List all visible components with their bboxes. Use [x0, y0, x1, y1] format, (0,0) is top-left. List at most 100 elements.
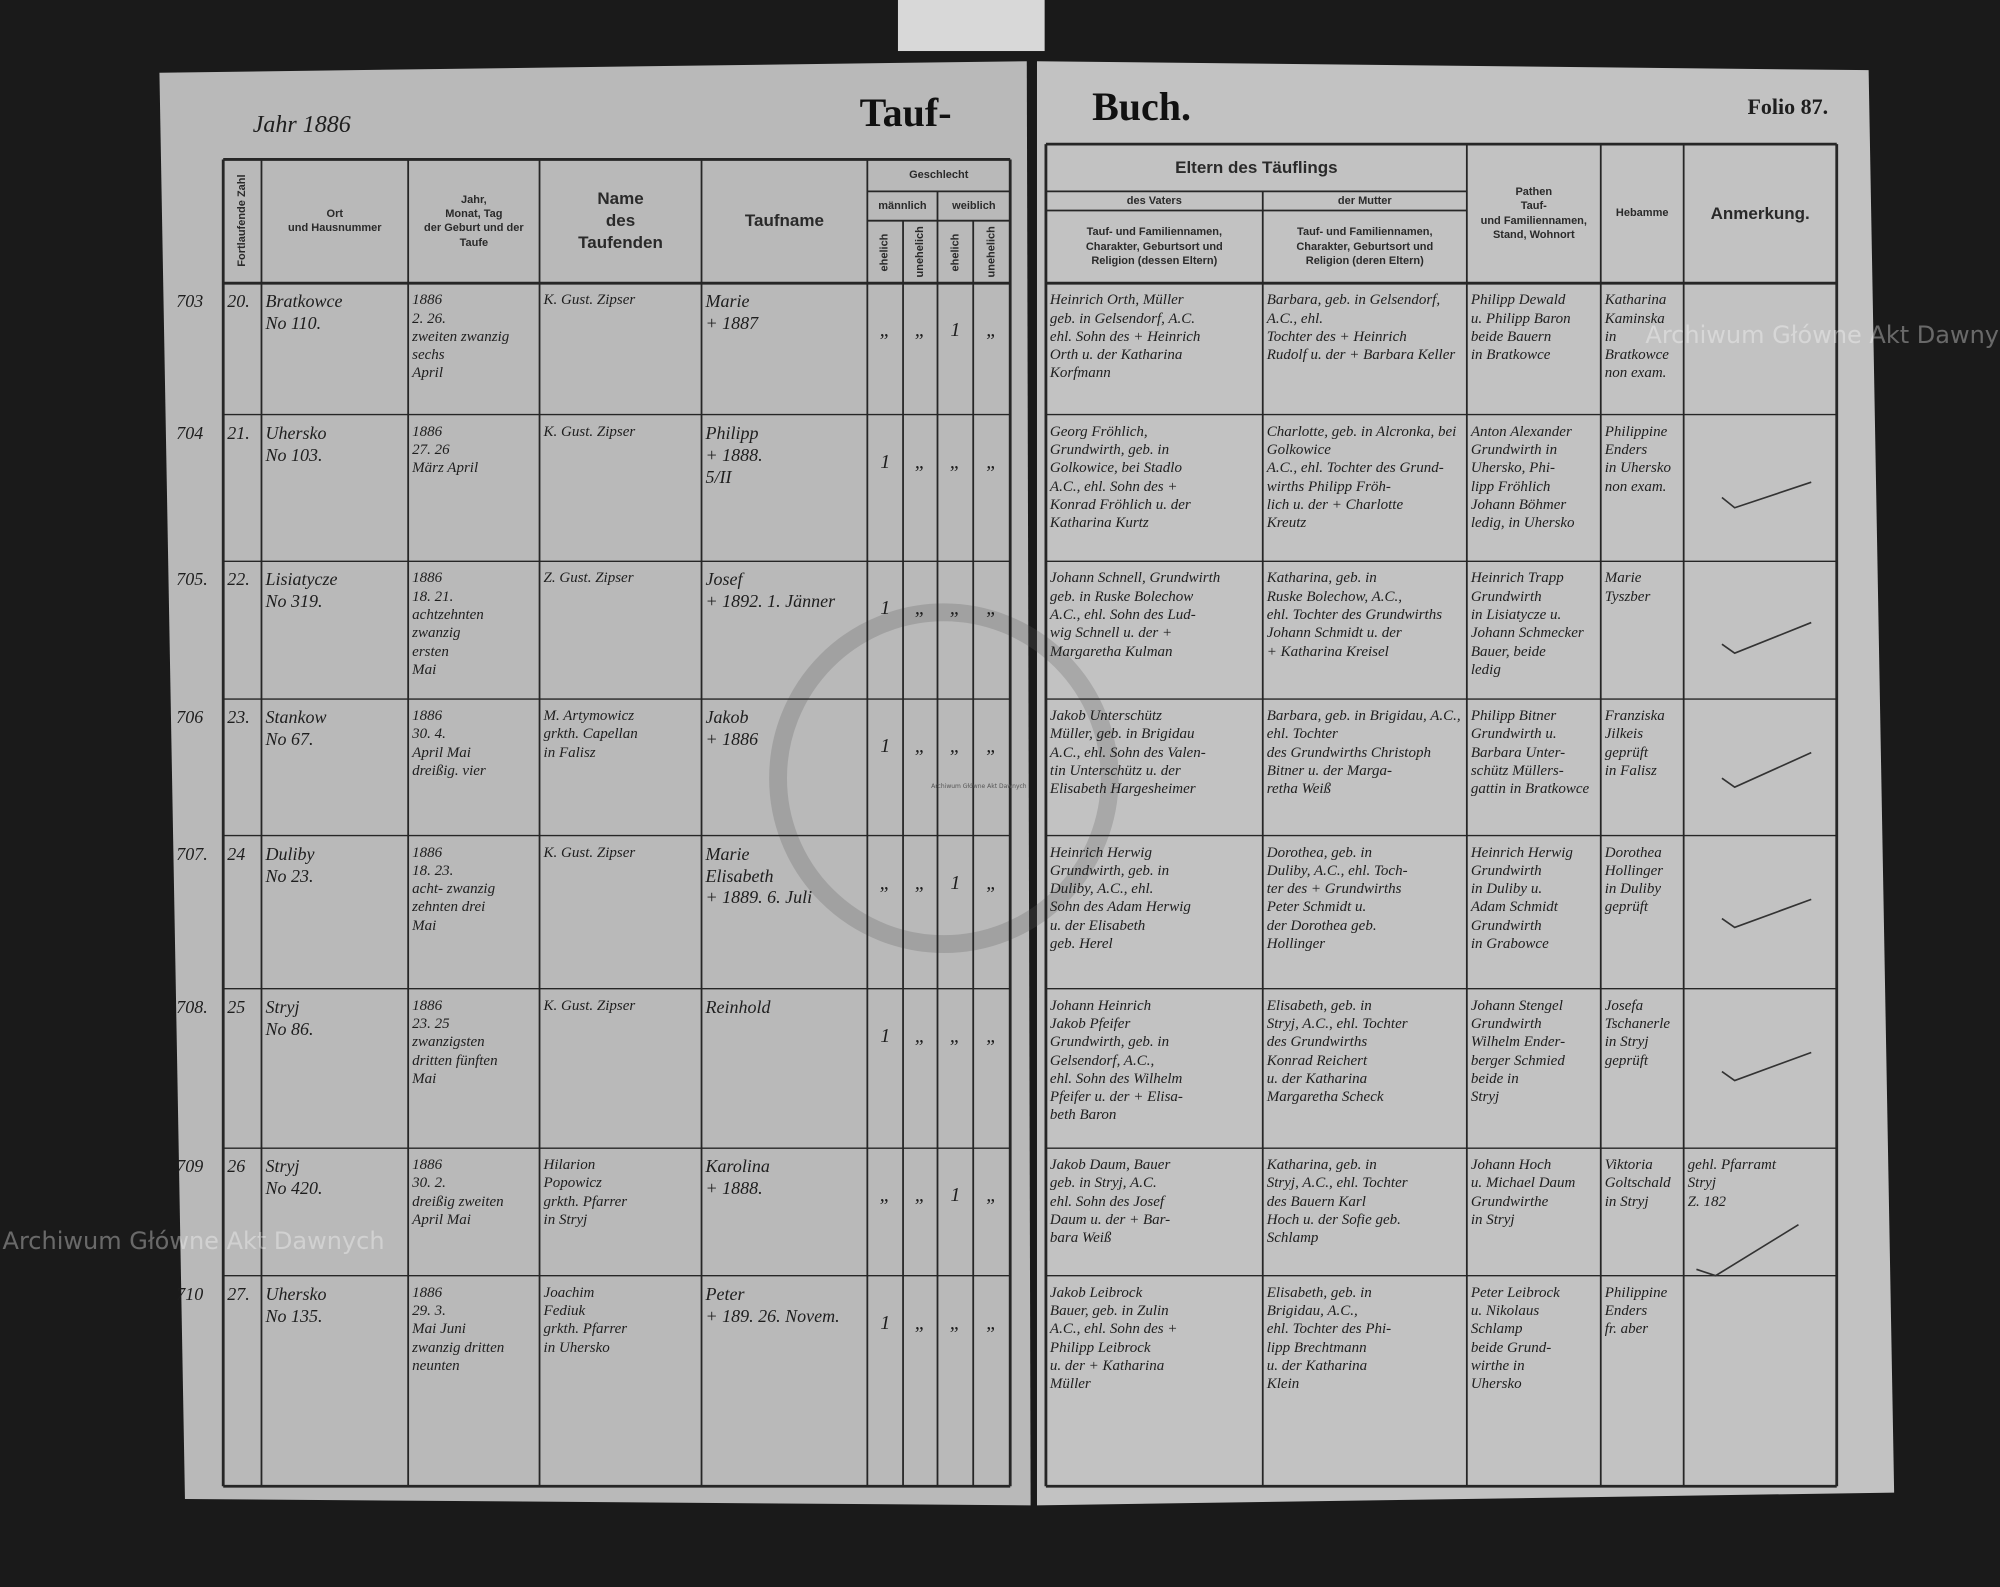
cell-given-name: Josef + 1892. 1. Jänner	[705, 569, 836, 612]
cell-date: 1886 27. 26 März April	[412, 423, 479, 477]
cell-given-name: Reinhold	[705, 996, 771, 1017]
cell-sex: 1	[950, 319, 961, 342]
cell-godparents: Heinrich Herwig Grundwirth in Duliby u. …	[1470, 844, 1573, 953]
cell-place: Uhersko No 135.	[265, 1283, 327, 1326]
cell-reg: 710	[176, 1283, 204, 1304]
check-mark	[1721, 898, 1812, 929]
cell-sex: 1	[950, 1184, 961, 1207]
cell-baptizer: K. Gust. Zipser	[543, 292, 636, 309]
cell-sex: „	[949, 1311, 961, 1334]
cell-sex: „	[914, 1024, 926, 1047]
column-header: Jahr, Monat, Tag der Geburt und der Tauf…	[424, 193, 524, 249]
check-mark	[1721, 621, 1812, 655]
cell-given-name: Peter + 189. 26. Novem.	[705, 1283, 840, 1326]
cell-place: Lisiatycze No 319.	[265, 569, 338, 612]
cell-reg: 708.	[176, 996, 208, 1017]
cell-sex: „	[914, 319, 926, 342]
cell-place: Bratkowce No 110.	[265, 291, 343, 334]
column-header: des Vaters	[1126, 194, 1182, 207]
cell-father: Johann Schnell, Grundwirth geb. in Ruske…	[1049, 570, 1221, 660]
cell-godparents: Heinrich Trapp Grundwirth in Lisiatycze …	[1470, 570, 1584, 678]
cell-sex: 1	[880, 735, 891, 758]
cell-baptizer: K. Gust. Zipser	[543, 844, 636, 861]
cell-date: 1886 30. 2. dreißig zweiten April Mai	[412, 1157, 504, 1228]
cell-seq: 22.	[227, 569, 250, 590]
cell-sex: „	[914, 597, 926, 620]
cell-mother: Charlotte, geb. in Alcronka, bei Golkowi…	[1266, 423, 1457, 532]
column-header: ehelich	[949, 232, 962, 271]
cell-sex: „	[986, 597, 998, 620]
cell-sex: „	[879, 871, 891, 894]
cell-father: Jakob Daum, Bauer geb. in Stryj, A.C. eh…	[1049, 1157, 1171, 1247]
column-header: Fortlaufende Zahl	[236, 175, 249, 268]
cell-reg: 705.	[176, 569, 208, 590]
cell-reg: 706	[176, 707, 204, 728]
cell-seq: 27.	[227, 1283, 250, 1304]
left-page	[159, 61, 1031, 1506]
cell-seq: 21.	[227, 422, 250, 443]
check-mark	[1721, 751, 1812, 789]
cell-baptizer: M. Artymowicz grkth. Capellan in Falisz	[543, 708, 638, 761]
cell-sex: „	[986, 319, 998, 342]
cell-baptizer: K. Gust. Zipser	[543, 423, 636, 440]
table-rules	[221, 142, 1839, 1488]
cell-date: 1886 18. 23. acht- zwanzig zehnten drei …	[412, 844, 496, 934]
cell-midwife: Katharina Kaminska in Bratkowce non exam…	[1604, 292, 1669, 382]
cell-sex: 1	[880, 597, 891, 620]
column-header: unehelich	[985, 226, 998, 278]
cell-remarks: gehl. Pfarramt Stryj Z. 182	[1687, 1157, 1777, 1210]
cell-seq: 23.	[227, 707, 250, 728]
column-header: Anmerkung.	[1710, 203, 1810, 223]
cell-father: Johann Heinrich Jakob Pfeifer Grundwirth…	[1049, 997, 1183, 1124]
cell-mother: Katharina, geb. in Ruske Bolechow, A.C.,…	[1266, 570, 1443, 660]
cell-sex: „	[914, 450, 926, 473]
cell-given-name: Jakob + 1886	[705, 707, 759, 750]
cell-midwife: Dorothea Hollinger in Duliby geprüft	[1604, 844, 1664, 916]
column-header: weiblich	[952, 199, 996, 212]
cell-father: Heinrich Herwig Grundwirth, geb. in Duli…	[1049, 844, 1191, 953]
cell-sex: „	[986, 735, 998, 758]
cell-seq: 24	[227, 843, 246, 864]
cell-place: Stryj No 420.	[265, 1156, 323, 1198]
column-header: Tauf- und Familiennamen, Charakter, Gebu…	[1296, 226, 1434, 267]
check-marks	[1696, 481, 1812, 1277]
cell-father: Heinrich Orth, Müller geb. in Gelsendorf…	[1049, 292, 1201, 382]
cell-father: Jakob Unterschütz Müller, geb. in Brigid…	[1049, 708, 1206, 798]
cell-given-name: Marie + 1887	[705, 291, 759, 334]
cell-baptizer: Hilarion Popowicz grkth. Pfarrer in Stry…	[543, 1157, 628, 1228]
cell-midwife: Franziska Jilkeis geprüft in Falisz	[1604, 708, 1665, 779]
cell-reg: 704	[176, 422, 204, 443]
cell-midwife: Marie Tyszber	[1604, 570, 1651, 605]
column-header: Hebamme	[1615, 207, 1669, 220]
column-header: Eltern des Täuflings	[1175, 157, 1338, 177]
cell-date: 1886 29. 3. Mai Juni zwanzig dritten neu…	[412, 1284, 505, 1374]
column-header: Ort und Hausnummer	[288, 208, 382, 235]
cell-godparents: Anton Alexander Grundwirth in Uhersko, P…	[1470, 423, 1575, 532]
column-header: Pathen Tauf- und Familiennamen, Stand, W…	[1480, 186, 1587, 241]
column-header: ehelich	[879, 232, 892, 271]
cell-mother: Dorothea, geb. in Duliby, A.C., ehl. Toc…	[1266, 844, 1408, 953]
column-header: Geschlecht	[909, 169, 969, 182]
column-header: unehelich	[914, 226, 927, 278]
cell-sex: „	[879, 1184, 891, 1207]
cell-midwife: Josefa Tschanerle in Stryj geprüft	[1604, 997, 1671, 1069]
cell-sex: „	[914, 735, 926, 758]
binding-strip	[897, 0, 1045, 52]
cell-place: Uhersko No 103.	[265, 422, 327, 465]
cell-father: Jakob Leibrock Bauer, geb. in Zulin A.C.…	[1049, 1284, 1178, 1393]
cell-midwife: Philippine Enders in Uhersko non exam.	[1604, 423, 1671, 495]
column-header: männlich	[878, 199, 927, 212]
cell-reg: 709	[176, 1156, 204, 1177]
cell-place: Stankow No 67.	[265, 707, 327, 750]
cell-sex: „	[986, 1184, 998, 1207]
cell-sex: „	[914, 1184, 926, 1207]
column-header: Taufname	[744, 211, 824, 231]
cell-seq: 25	[227, 996, 246, 1017]
year: Jahr 1886	[252, 112, 351, 139]
cell-midwife: Philippine Enders fr. aber	[1604, 1284, 1668, 1338]
cell-sex: 1	[950, 871, 961, 894]
cell-sex: „	[986, 450, 998, 473]
cell-sex: „	[986, 1311, 998, 1334]
column-header: der Mutter	[1337, 194, 1392, 207]
